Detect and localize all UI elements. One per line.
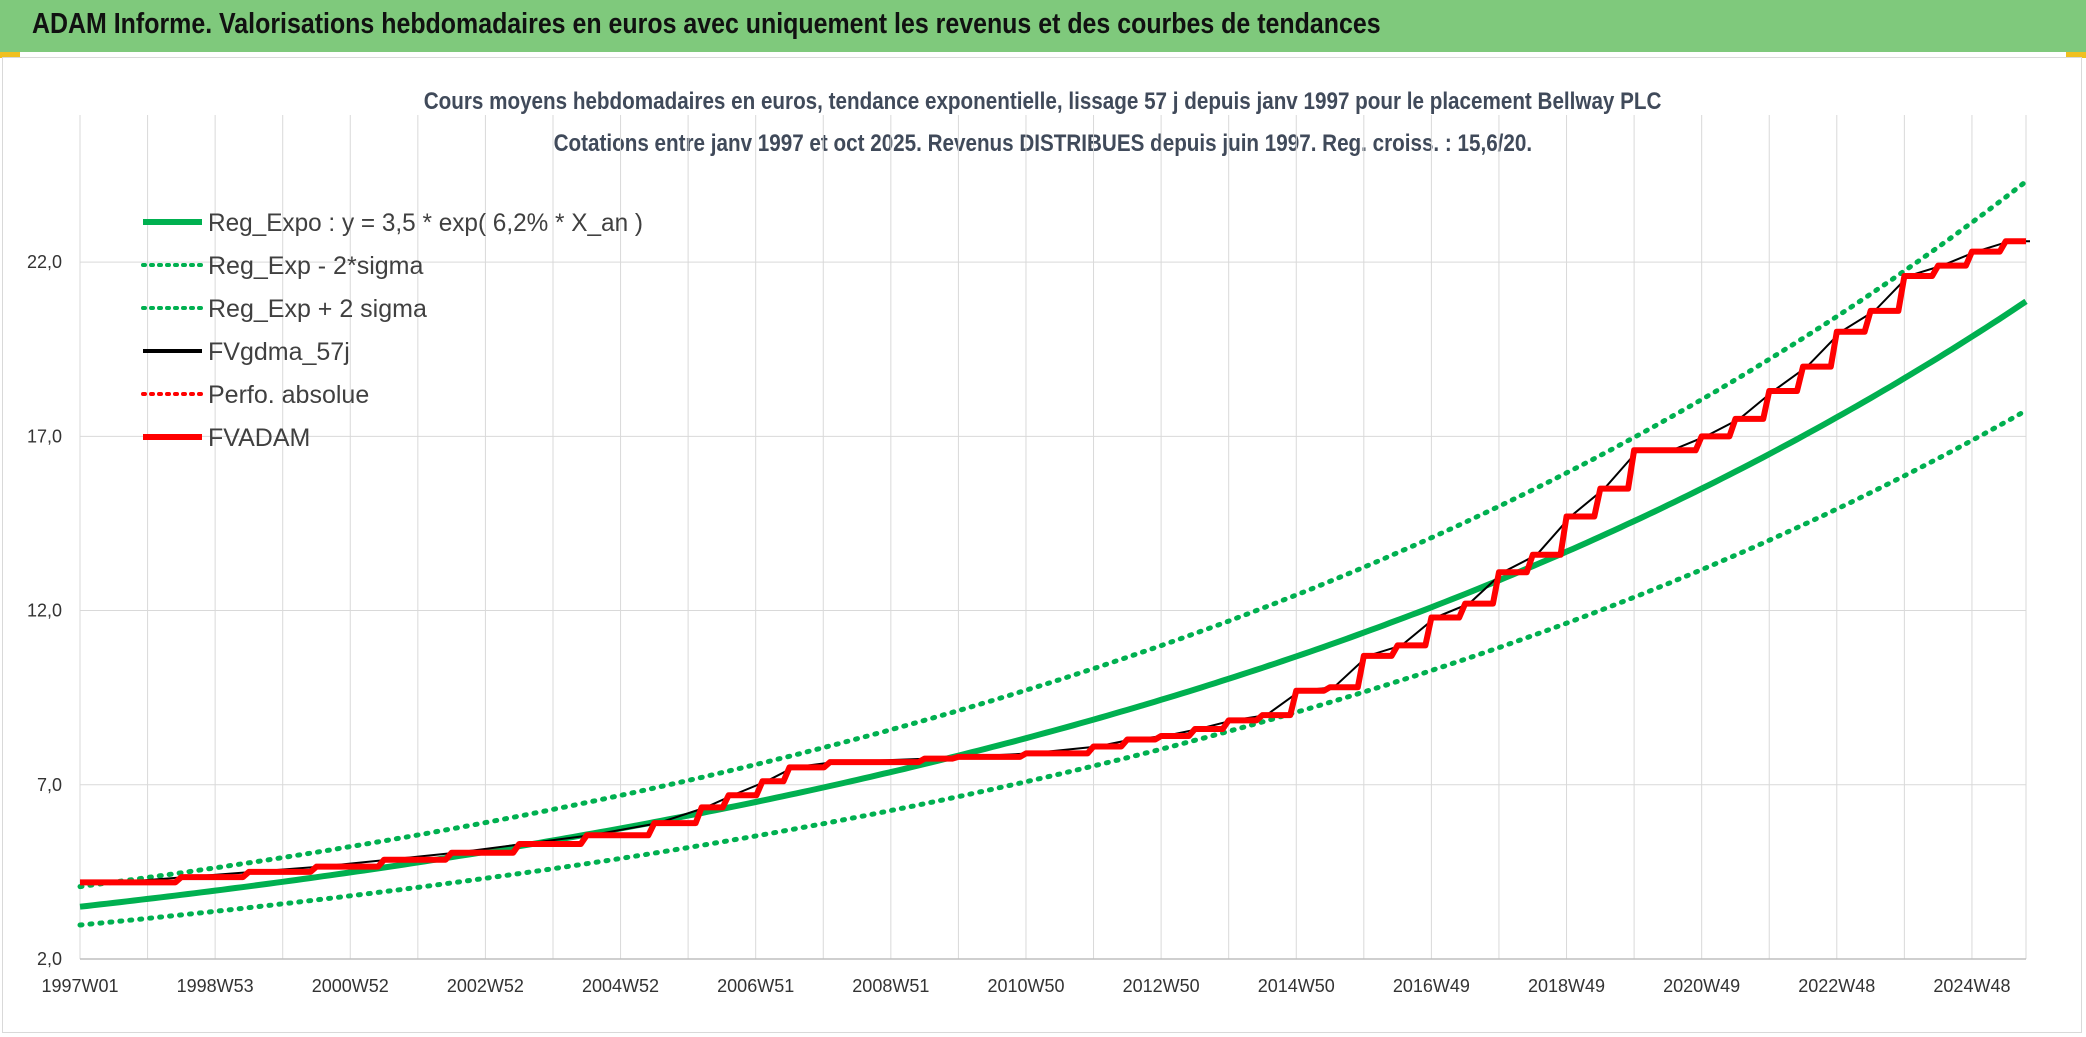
x-tick-label: 2018W49 — [1528, 976, 1605, 996]
corner-accent-right — [2066, 52, 2086, 58]
x-tick-label: 2012W50 — [1123, 976, 1200, 996]
legend-label: Reg_Exp - 2*sigma — [208, 252, 423, 280]
reg-exp-plus-2sigma-line — [77, 179, 2029, 890]
legend-label: Perfo. absolue — [208, 381, 369, 409]
report-header: ADAM Informe. Valorisations hebdomadaire… — [0, 0, 2086, 52]
x-tick-label: 2010W50 — [987, 976, 1064, 996]
report-title: ADAM Informe. Valorisations hebdomadaire… — [32, 8, 1381, 40]
x-tick-label: 2006W51 — [717, 976, 794, 996]
legend: Reg_Expo : y = 3,5 * exp( 6,2% * X_an ) R… — [141, 209, 643, 452]
x-tick-label: 2016W49 — [1393, 976, 1470, 996]
chart-subtitle: Cotations entre janv 1997 et oct 2025. R… — [0, 130, 2086, 158]
axes: 2,0 7,0 12,0 17,0 22,0 1997W01 1998W53 2000W52 2… — [27, 252, 2026, 996]
gridlines — [79, 115, 2027, 960]
reg-exp-minus-2sigma-line — [77, 408, 2029, 928]
chart-title-text: Cours moyens hebdomadaires en euros, ten… — [424, 88, 1662, 115]
fvgdma-57j-line — [84, 240, 2030, 884]
fvadam-line — [80, 238, 2026, 886]
x-tick-label: 2002W52 — [447, 976, 524, 996]
y-tick-label: 17,0 — [27, 426, 62, 446]
y-tick-label: 7,0 — [37, 775, 62, 795]
chart-subtitle-text: Cotations entre janv 1997 et oct 2025. R… — [553, 130, 1533, 157]
x-tick-label: 2020W49 — [1663, 976, 1740, 996]
x-tick-label: 1998W53 — [177, 976, 254, 996]
y-tick-label: 2,0 — [37, 949, 62, 969]
x-tick-label: 2000W52 — [312, 976, 389, 996]
chart-title: Cours moyens hebdomadaires en euros, ten… — [0, 88, 2086, 116]
legend-label: Reg_Expo : y = 3,5 * exp( 6,2% * X_an ) — [208, 209, 643, 237]
y-tick-label: 22,0 — [27, 252, 62, 272]
corner-accent-left — [0, 52, 20, 58]
x-tick-label: 2022W48 — [1798, 976, 1875, 996]
legend-label: FVgdma_57j — [208, 338, 350, 366]
x-tick-label: 2024W48 — [1933, 976, 2010, 996]
y-tick-label: 12,0 — [27, 601, 62, 621]
x-tick-label: 2008W51 — [852, 976, 929, 996]
series — [77, 179, 2030, 928]
x-tick-label: 2014W50 — [1258, 976, 1335, 996]
legend-label: FVADAM — [208, 424, 310, 452]
x-tick-label: 1997W01 — [41, 976, 118, 996]
reg-expo-line — [79, 298, 2028, 910]
x-tick-label: 2004W52 — [582, 976, 659, 996]
legend-label: Reg_Exp + 2 sigma — [208, 295, 427, 323]
